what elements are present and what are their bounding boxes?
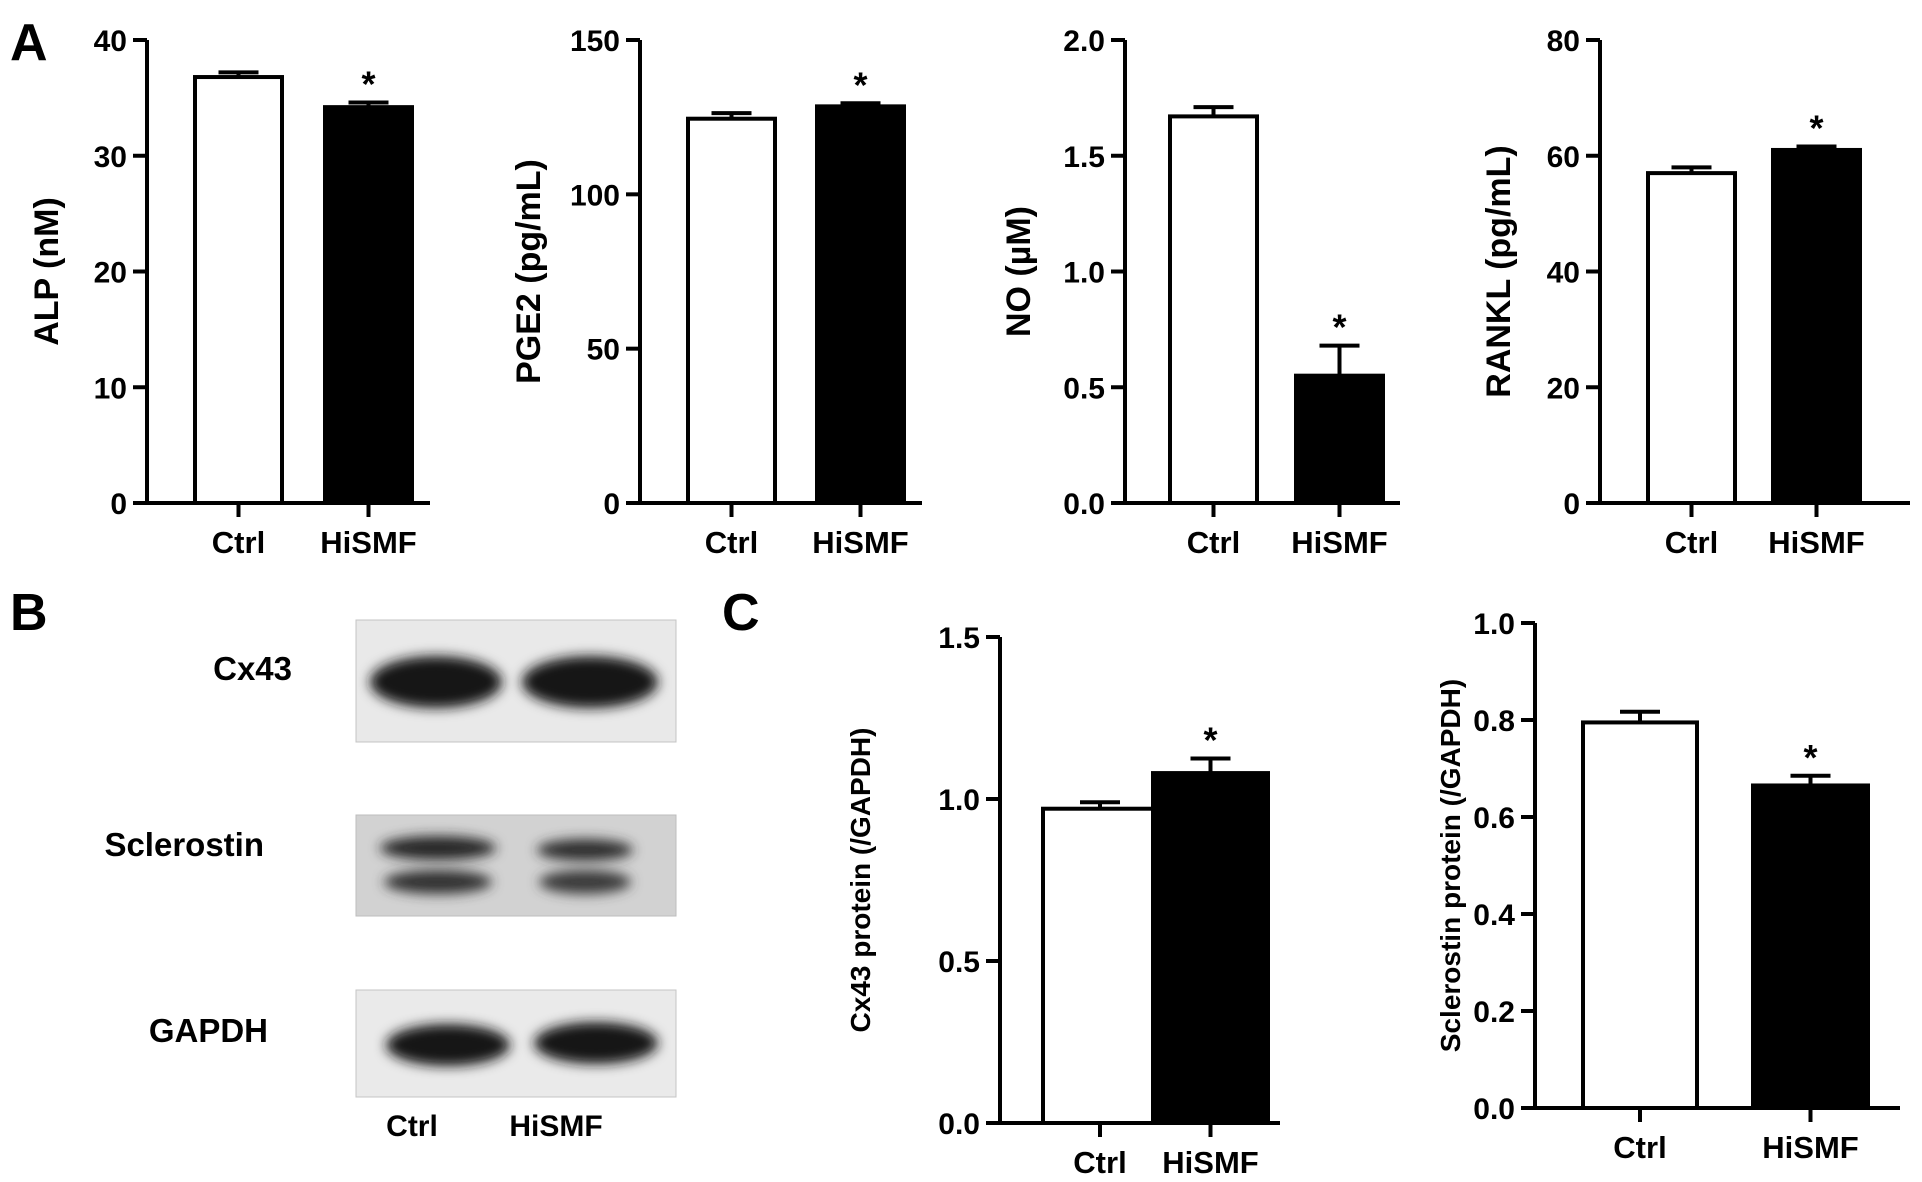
c0-y-tick-label: 10 [94, 372, 127, 405]
c2-x-tick-label: Ctrl [1187, 525, 1240, 560]
blot-image-gapdh [355, 989, 677, 1098]
c1-y-tick-label: 150 [570, 25, 620, 58]
c2-y-tick-label: 0.0 [1063, 488, 1105, 521]
c1-bar-ctrl [686, 116, 777, 506]
pge2-bar-chart: 0 50 100 150 PGE2 (pg/mL) Ctrl HiSMF * [510, 25, 922, 560]
c3-significance-star: * [1809, 107, 1823, 148]
blot-label-gapdh: GAPDH [149, 1012, 268, 1049]
c2-significance-star: * [1332, 307, 1346, 348]
c5-y-tick-label: 0.8 [1473, 705, 1515, 738]
c1-x-tick-label: Ctrl [705, 525, 758, 560]
c5-y-tick-label: 0.0 [1473, 1093, 1515, 1126]
c4-bar-ctrl [1041, 806, 1159, 1125]
c1-y-axis-title: PGE2 (pg/mL) [510, 159, 548, 384]
c3-bar-ctrl [1646, 171, 1737, 506]
c2-bar-hismf [1294, 373, 1385, 505]
c3-y-tick-label: 80 [1547, 25, 1580, 58]
c5-bar-ctrl [1581, 720, 1699, 1110]
c1-y-tick-label: 50 [587, 334, 620, 367]
c5-y-axis-title: Sclerostin protein (/GAPDH) [1435, 679, 1466, 1052]
c5-y-tick-label: 0.4 [1473, 899, 1515, 932]
c5-y-tick-label: 0.6 [1473, 802, 1515, 835]
c2-y-axis-title: NO (µM) [1000, 206, 1038, 337]
c5-y-tick-label: 1.0 [1473, 608, 1515, 641]
c3-y-tick-label: 60 [1547, 141, 1580, 174]
cx43-protein-bar-chart: 0.0 0.5 1.0 1.5 Cx43 protein (/GAPDH) Ctrl HiS… [845, 622, 1280, 1180]
c0-bar-hismf [323, 105, 414, 505]
alp-bar-chart: 0 10 20 30 40 ALP (nM) Ctrl HiSMF * [28, 25, 430, 560]
c1-bar-hismf [815, 104, 906, 505]
blot-lane-ctrl: Ctrl [386, 1110, 438, 1143]
c4-x-tick-label: HiSMF [1162, 1145, 1258, 1180]
c1-y-tick-label: 100 [570, 179, 620, 212]
c4-x-tick-label: Ctrl [1073, 1145, 1126, 1180]
c3-y-axis-title: RANKL (pg/mL) [1480, 145, 1518, 397]
c4-significance-star: * [1203, 720, 1217, 761]
panel-letter-c: C [722, 584, 760, 642]
c3-x-tick-label: Ctrl [1665, 525, 1718, 560]
c0-y-axis-title: ALP (nM) [28, 197, 66, 346]
c2-y-tick-label: 1.0 [1063, 257, 1105, 290]
c2-y-tick-label: 0.5 [1063, 372, 1105, 405]
c0-x-tick-label: HiSMF [320, 525, 416, 560]
c3-y-tick-label: 40 [1547, 257, 1580, 290]
sclerostin-protein-bar-chart: 0.0 0.2 0.4 0.6 0.8 1.0 Sclerostin protein (/G… [1435, 608, 1900, 1165]
c5-y-tick-label: 0.2 [1473, 996, 1515, 1029]
c2-y-tick-label: 1.5 [1063, 141, 1105, 174]
blot-image-sclerostin [355, 814, 677, 917]
c4-y-tick-label: 0.0 [938, 1108, 980, 1141]
c0-y-tick-label: 40 [94, 25, 127, 58]
c3-y-tick-label: 20 [1547, 372, 1580, 405]
c0-x-tick-label: Ctrl [212, 525, 265, 560]
c3-bar-hismf [1771, 147, 1862, 505]
c1-y-tick-label: 0 [603, 488, 620, 521]
c0-y-tick-label: 30 [94, 141, 127, 174]
c5-x-tick-label: HiSMF [1762, 1130, 1858, 1165]
c5-x-tick-label: Ctrl [1613, 1130, 1666, 1165]
c0-y-tick-label: 20 [94, 257, 127, 290]
c3-x-tick-label: HiSMF [1768, 525, 1864, 560]
no-bar-chart: 0.0 0.5 1.0 1.5 2.0 NO (µM) Ctrl HiSMF * [1000, 25, 1400, 560]
c5-significance-star: * [1803, 737, 1817, 778]
c2-y-tick-label: 2.0 [1063, 25, 1105, 58]
c1-x-tick-label: HiSMF [812, 525, 908, 560]
c1-significance-star: * [853, 64, 867, 105]
blot-label-sclerostin: Sclerostin [104, 826, 264, 863]
blot-image-cx43 [355, 619, 677, 743]
c2-bar-ctrl [1168, 114, 1259, 506]
western-blot: Cx43 Sclerostin GAPDH Ctrl HiSMF [104, 619, 677, 1143]
c4-y-tick-label: 1.5 [938, 622, 980, 655]
rankl-bar-chart: 0 20 40 60 80 RANKL (pg/mL) Ctrl HiSMF * [1480, 25, 1910, 560]
c4-bar-hismf [1151, 771, 1270, 1126]
panel-letter-b: B [10, 584, 48, 642]
panel-letter-a: A [10, 14, 48, 72]
blot-lane-hismf: HiSMF [509, 1110, 602, 1143]
c2-x-tick-label: HiSMF [1291, 525, 1387, 560]
c5-bar-hismf [1751, 783, 1870, 1110]
c4-y-tick-label: 0.5 [938, 946, 980, 979]
blot-label-cx43: Cx43 [213, 650, 292, 687]
c0-y-tick-label: 0 [110, 488, 127, 521]
c0-significance-star: * [361, 64, 375, 105]
c0-bar-ctrl [193, 75, 284, 505]
c3-y-tick-label: 0 [1563, 488, 1580, 521]
c4-y-axis-title: Cx43 protein (/GAPDH) [845, 728, 876, 1033]
c4-y-tick-label: 1.0 [938, 784, 980, 817]
